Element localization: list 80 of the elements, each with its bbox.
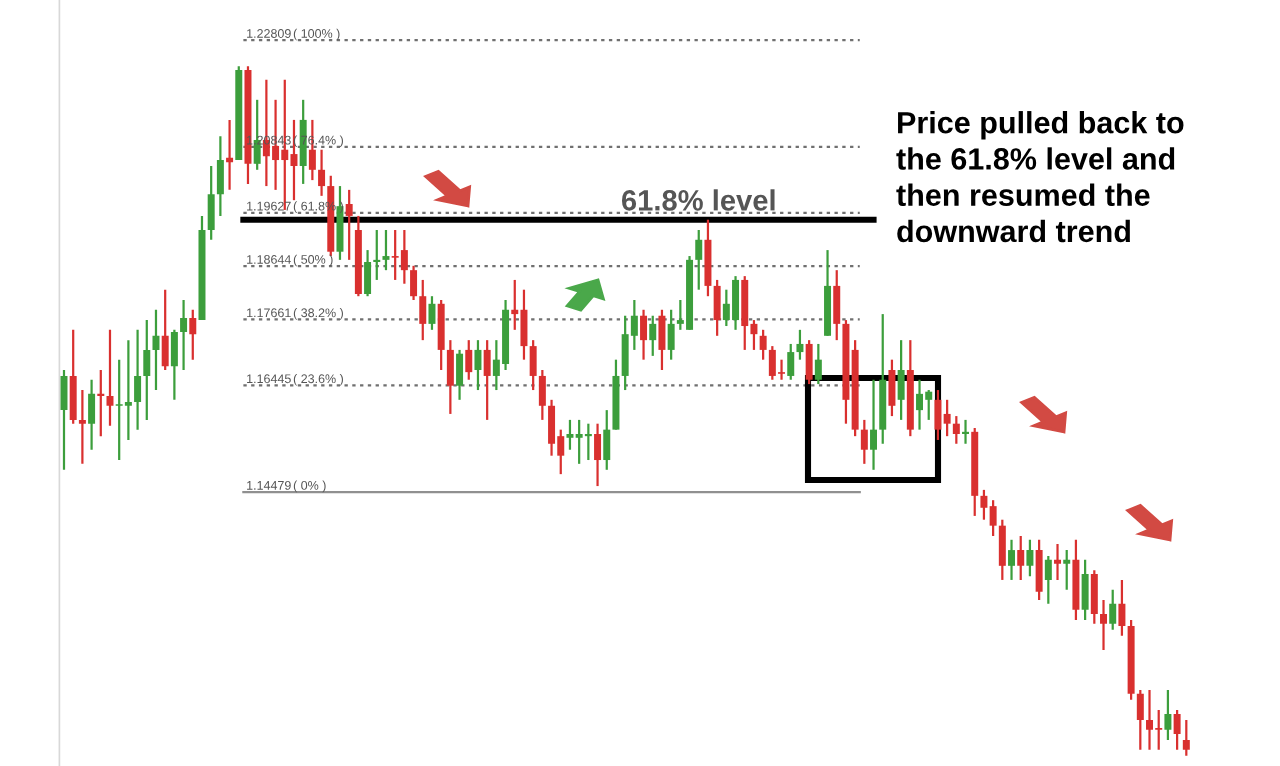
candlestick (704, 218, 712, 298)
candlestick (207, 164, 215, 241)
candlestick (962, 418, 970, 445)
candlestick (410, 264, 418, 302)
candlestick (161, 288, 169, 372)
candlestick (1063, 548, 1071, 591)
candlestick (787, 342, 795, 381)
candlestick (419, 278, 427, 342)
candlestick (124, 339, 132, 442)
candlestick (759, 328, 767, 361)
candlestick (97, 368, 105, 438)
candlestick (1035, 538, 1043, 602)
candlestick (658, 308, 666, 372)
candlestick (318, 148, 326, 197)
candlestick (1044, 554, 1052, 605)
candlestick (695, 228, 703, 291)
candlestick (1017, 534, 1025, 582)
candlestick (1081, 558, 1089, 622)
candlestick (437, 298, 445, 372)
candlestick (1136, 688, 1144, 751)
candlestick (456, 348, 464, 401)
candlestick (538, 368, 546, 421)
candlestick (998, 518, 1006, 582)
candlestick (474, 339, 482, 392)
candlestick (373, 228, 381, 282)
candlestick (428, 295, 436, 331)
candlestick (1090, 569, 1098, 625)
candlestick (1118, 578, 1126, 637)
candlestick (594, 422, 602, 488)
candlestick (1182, 718, 1190, 757)
candlestick (1164, 688, 1172, 742)
candlestick (170, 328, 178, 401)
candlestick (134, 328, 142, 431)
candlestick (152, 308, 160, 392)
candlestick (741, 275, 749, 352)
candlestick (226, 118, 234, 191)
candlestick (640, 308, 648, 361)
candlestick (870, 378, 878, 471)
candlestick (584, 422, 592, 462)
candlestick (336, 184, 344, 261)
candlestick (483, 339, 491, 421)
candlestick (345, 188, 353, 261)
candlestick (1054, 543, 1062, 582)
candlestick (1026, 538, 1034, 578)
candlestick (69, 328, 77, 425)
candlestick (143, 318, 151, 421)
candlestick (382, 228, 390, 272)
candlestick (78, 388, 86, 465)
ref-line-label: 61.8% level (621, 189, 775, 211)
candlestick (805, 339, 813, 386)
candlestick (529, 339, 537, 392)
candlestick (548, 398, 556, 457)
candlestick (888, 358, 896, 418)
candlestick (180, 298, 188, 372)
candlestick (465, 339, 473, 381)
candlestick (1146, 688, 1154, 751)
candlestick (916, 378, 924, 431)
candlestick (400, 228, 408, 285)
candlestick (833, 269, 841, 342)
candlestick (60, 368, 68, 471)
candlestick (106, 328, 114, 427)
candlestick (649, 314, 657, 357)
candlestick (364, 248, 372, 298)
candlestick (1100, 598, 1108, 652)
candlestick (1008, 538, 1016, 582)
candlestick (88, 378, 96, 451)
candlestick (216, 135, 224, 218)
candlestick (189, 308, 197, 361)
candlestick (1173, 709, 1181, 751)
candlestick (1109, 588, 1117, 631)
candlestick (952, 414, 960, 445)
annotation: Price pulled back to the 61.8% level and then resumed the downward trend (896, 111, 1184, 243)
candlestick (446, 339, 454, 416)
candlestick (667, 308, 675, 361)
candlestick (814, 342, 822, 386)
candlestick (897, 339, 905, 421)
candlestick (860, 418, 868, 465)
candlestick (796, 328, 804, 361)
candlestick (713, 278, 721, 337)
candlestick (603, 409, 611, 471)
